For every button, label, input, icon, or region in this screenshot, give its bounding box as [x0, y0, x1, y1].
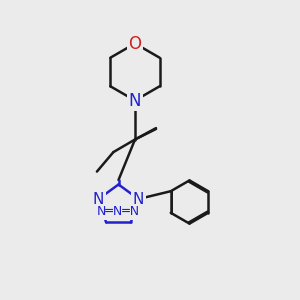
Text: N═N═N: N═N═N [97, 205, 140, 218]
Text: O: O [128, 34, 142, 52]
Text: N: N [133, 191, 144, 206]
Text: N: N [129, 92, 141, 110]
Text: N: N [93, 191, 104, 206]
